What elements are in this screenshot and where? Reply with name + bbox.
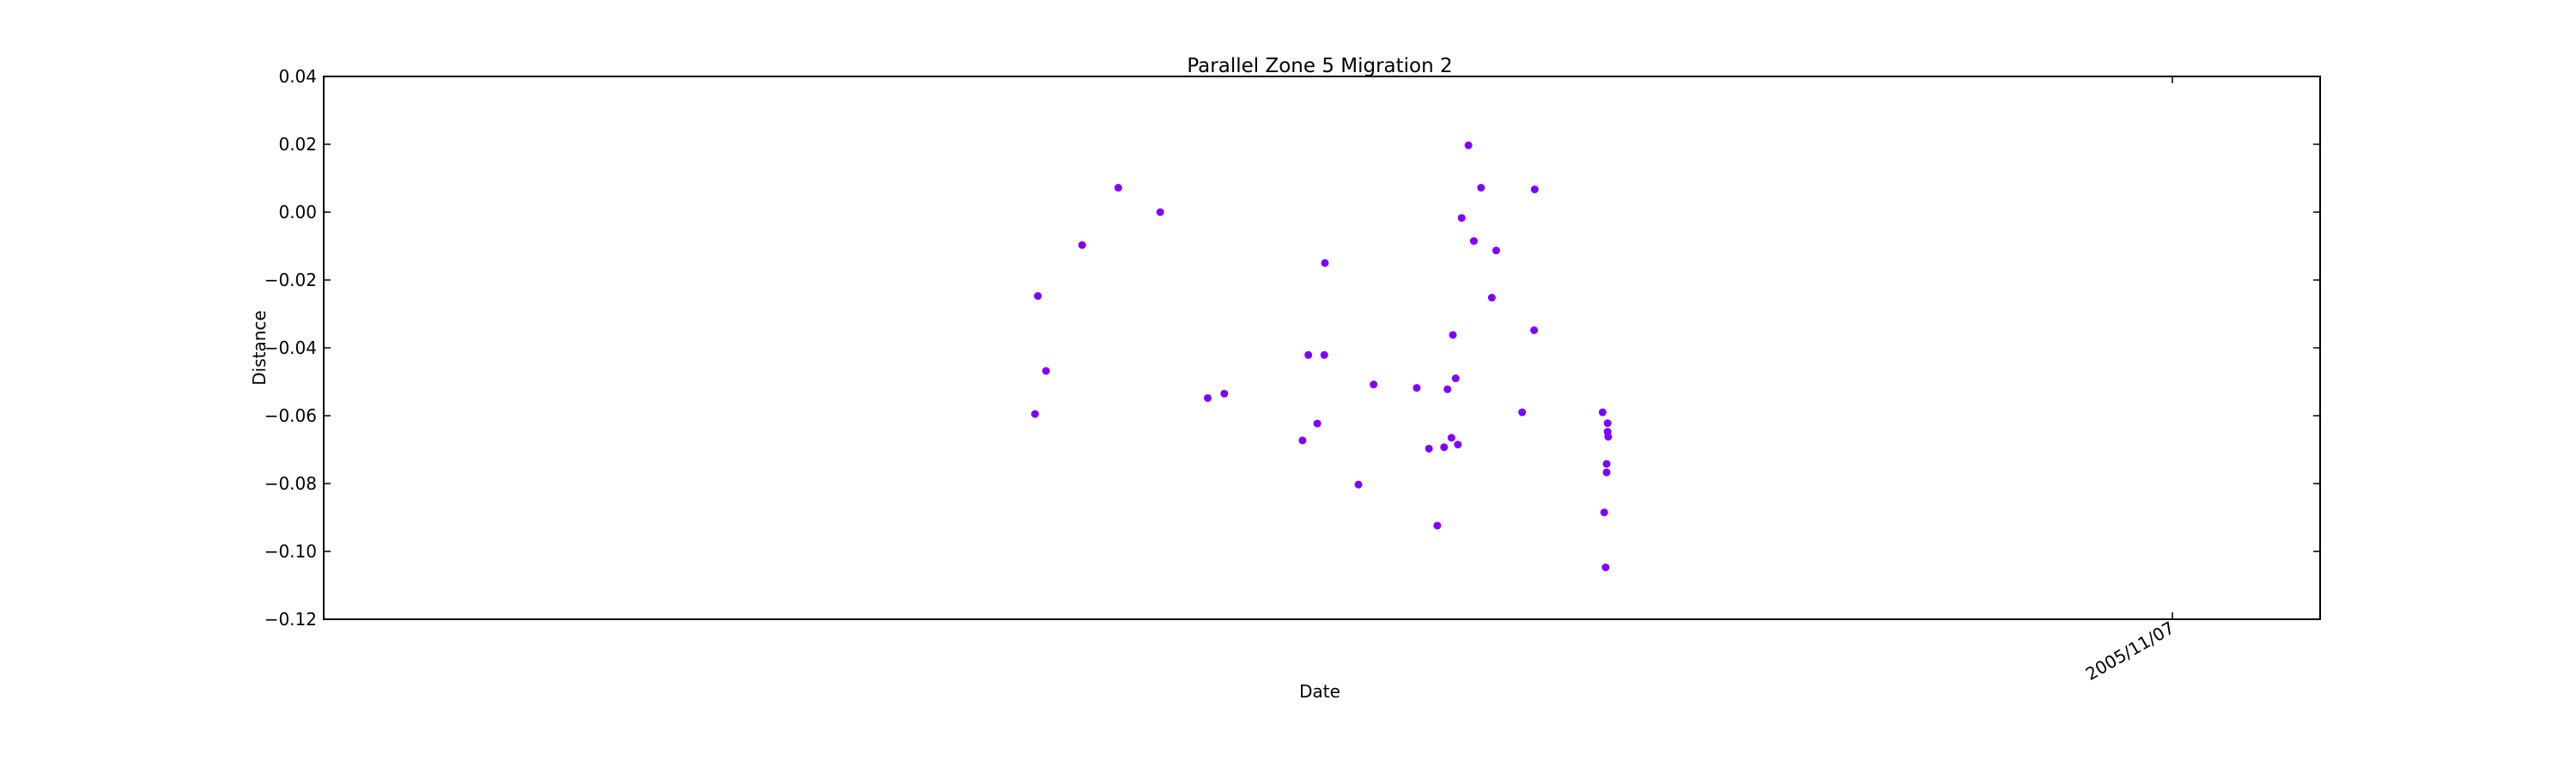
y-tick-label: −0.04 (264, 338, 317, 358)
data-point (1457, 214, 1466, 222)
data-point (1530, 326, 1539, 334)
y-tick-label: 0.02 (278, 134, 317, 155)
data-point (1114, 184, 1122, 192)
y-tick-label: 0.04 (278, 66, 317, 87)
data-point (1220, 389, 1229, 398)
y-tick-label: −0.12 (264, 609, 317, 630)
data-point (1433, 521, 1442, 530)
data-point (1603, 419, 1612, 428)
data-point (1425, 444, 1433, 453)
plot-area (323, 76, 2321, 620)
data-point (1451, 374, 1460, 383)
y-tick-label: −0.02 (264, 270, 317, 290)
data-point (1320, 350, 1328, 359)
chart-title: Parallel Zone 5 Migration 2 (1187, 55, 1452, 77)
data-point (1370, 380, 1378, 389)
data-point (1601, 563, 1610, 572)
data-point (1454, 441, 1462, 449)
data-point (1321, 259, 1329, 267)
x-tick-label: 2005/11/07 (2082, 618, 2178, 685)
data-point (1449, 331, 1457, 339)
data-point (1600, 508, 1608, 517)
data-point (1354, 480, 1363, 489)
data-point (1604, 432, 1613, 441)
data-point (1042, 367, 1050, 375)
data-point (1487, 294, 1496, 302)
data-point (1447, 434, 1455, 442)
data-point (1602, 460, 1611, 468)
y-tick-label: 0.00 (278, 202, 317, 222)
data-point (1304, 350, 1313, 359)
data-point (1298, 436, 1307, 445)
data-point (1602, 468, 1611, 477)
data-point (1530, 186, 1539, 194)
data-point (1492, 247, 1500, 255)
y-tick-label: −0.06 (264, 405, 317, 426)
data-point (1518, 408, 1527, 417)
data-point (1204, 393, 1212, 402)
data-point (1440, 443, 1449, 452)
data-points (1030, 141, 1613, 572)
data-point (1598, 408, 1607, 417)
y-tick-label: −0.10 (264, 541, 317, 562)
y-tick-label: −0.08 (264, 473, 317, 494)
data-point (1469, 237, 1478, 246)
data-point (1156, 208, 1164, 216)
data-point (1477, 184, 1485, 192)
data-point (1443, 385, 1452, 393)
data-point (1313, 419, 1321, 428)
x-axis-label: Date (1299, 681, 1340, 702)
x-axis: 2005/11/07 (2082, 76, 2178, 685)
data-point (1078, 240, 1086, 249)
data-point (1034, 292, 1042, 301)
data-point (1030, 410, 1039, 418)
data-point (1413, 384, 1421, 393)
y-axis-label: Distance (249, 310, 270, 385)
data-point (1464, 141, 1473, 149)
y-axis: 0.04 0.02 0.00 −0.02 −0.04 −0.06 −0.08 −0.10 −0.… (264, 66, 2320, 630)
